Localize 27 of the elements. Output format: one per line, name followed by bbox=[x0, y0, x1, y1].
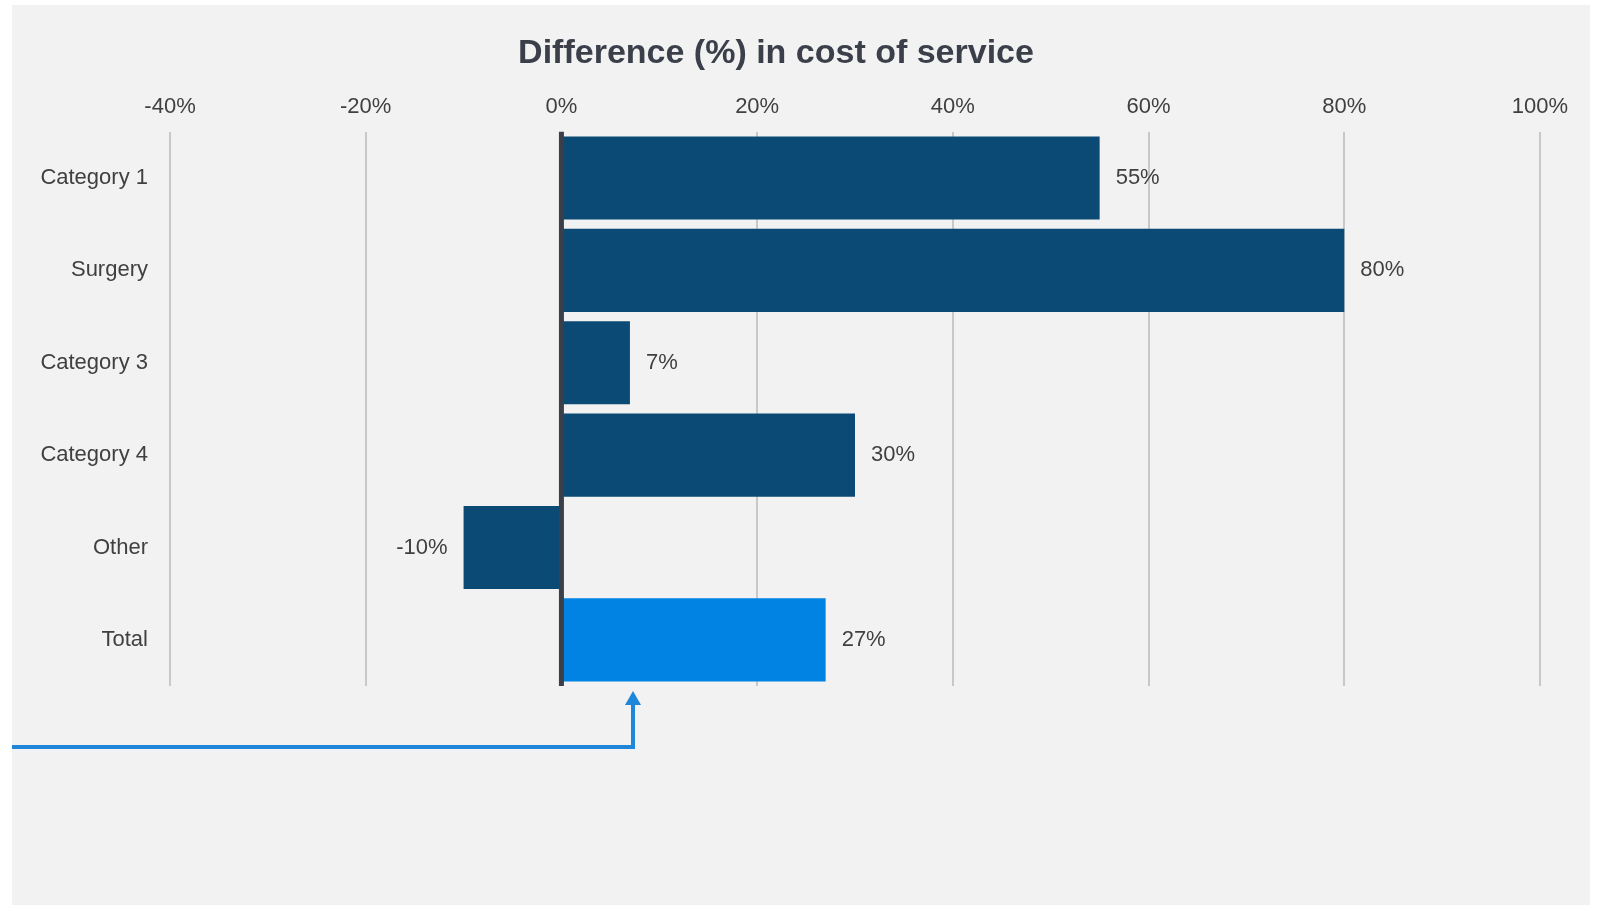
y-tick-label: Total bbox=[101, 625, 148, 651]
data-label: 30% bbox=[871, 441, 916, 467]
y-tick-label: Category 4 bbox=[40, 441, 148, 467]
y-tick-label: Category 1 bbox=[40, 164, 148, 190]
bar bbox=[562, 321, 630, 405]
x-tick-label: 0% bbox=[545, 92, 578, 118]
data-label: 27% bbox=[841, 625, 886, 651]
x-tick-label: -20% bbox=[340, 92, 392, 118]
x-tick-label: 80% bbox=[1322, 92, 1367, 118]
x-tick-label: 100% bbox=[1511, 92, 1569, 118]
data-label: 55% bbox=[1115, 164, 1160, 190]
bar bbox=[463, 505, 561, 590]
y-tick-label: Category 3 bbox=[40, 348, 148, 374]
data-label: 80% bbox=[1360, 256, 1405, 282]
x-tick-label: 20% bbox=[735, 92, 780, 118]
bar bbox=[562, 598, 826, 682]
bar bbox=[562, 228, 1345, 312]
y-tick-label: Surgery bbox=[70, 256, 148, 282]
x-tick-label: 40% bbox=[930, 92, 975, 118]
bar bbox=[562, 413, 855, 497]
x-tick-label: -40% bbox=[144, 92, 196, 118]
bar bbox=[562, 136, 1100, 220]
x-tick-label: 60% bbox=[1126, 92, 1171, 118]
y-tick-label: Other bbox=[92, 533, 148, 559]
chart-title: Difference (%) in cost of service bbox=[518, 31, 1034, 70]
data-label: -10% bbox=[396, 533, 448, 559]
data-label: 7% bbox=[645, 348, 678, 374]
